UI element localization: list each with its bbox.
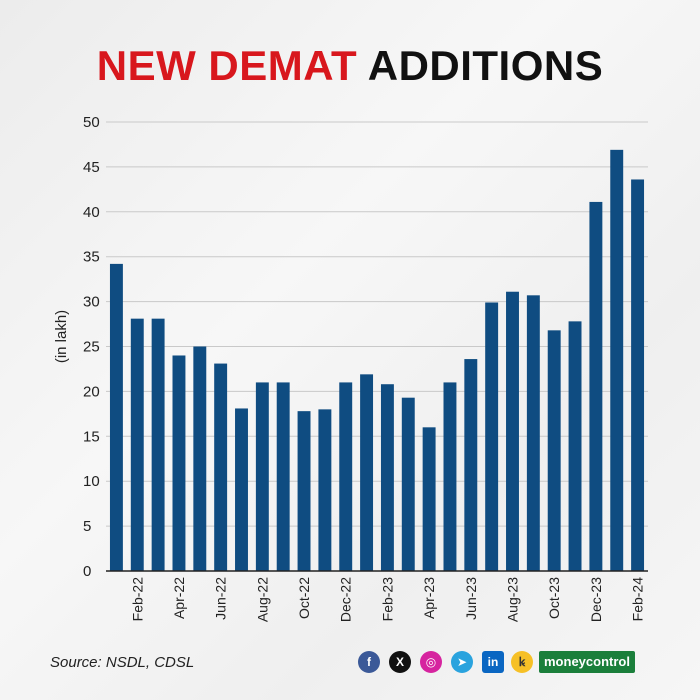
bar-jul-23	[485, 302, 499, 571]
bar-sep-23	[526, 295, 540, 571]
bar-nov-22	[318, 409, 332, 571]
x-tick-label: Oct-23	[546, 577, 562, 619]
bar-feb-23	[380, 384, 394, 571]
bar-sep-22	[276, 382, 290, 571]
y-tick-label: 40	[83, 204, 100, 221]
bar-dec-23	[589, 201, 603, 571]
x-tick-label: Apr-23	[421, 577, 437, 619]
y-tick-label: 15	[83, 428, 100, 445]
bar-mar-23	[401, 397, 415, 571]
bar-jan-24	[610, 149, 624, 571]
bar-may-23	[443, 382, 457, 571]
y-tick-label: 45	[83, 159, 100, 176]
x-tick-label: Aug-23	[505, 577, 521, 622]
bar-may-22	[193, 346, 207, 571]
source-note: Source: NSDL, CDSL	[50, 654, 195, 671]
bar-oct-22	[297, 411, 311, 571]
x-tick-label: Feb-22	[129, 577, 145, 622]
x-tick-label: Apr-22	[171, 577, 187, 619]
bar-feb-24	[631, 179, 645, 572]
x-tick-label: Feb-23	[379, 577, 395, 622]
chart-title-black: ADDITIONS	[367, 42, 604, 89]
y-tick-label: 10	[83, 473, 100, 490]
bar-nov-23	[568, 321, 582, 571]
instagram-icon[interactable]: ◎	[420, 651, 442, 673]
chart-title: NEW DEMAT ADDITIONS	[0, 42, 700, 90]
y-axis-label: (in lakh)	[53, 310, 70, 363]
bar-aug-22	[255, 382, 269, 571]
bar-jan-23	[360, 374, 374, 571]
x-icon[interactable]: X	[389, 651, 411, 673]
y-tick-label: 5	[83, 518, 91, 535]
x-tick-label: Jun-22	[213, 577, 229, 620]
y-tick-label: 0	[83, 563, 91, 580]
y-tick-label: 35	[83, 249, 100, 266]
bar-dec-22	[339, 382, 353, 571]
y-tick-label: 25	[83, 339, 100, 356]
chart-title-red: NEW DEMAT	[96, 42, 358, 89]
bar-jun-22	[214, 363, 228, 571]
moneycontrol-logo[interactable]: moneycontrol	[539, 651, 635, 673]
x-tick-label: Dec-22	[338, 577, 354, 622]
x-tick-label: Feb-24	[630, 577, 646, 622]
x-tick-label: Jun-23	[463, 577, 479, 620]
koo-icon[interactable]: ꝃ	[511, 651, 533, 673]
x-tick-label: Oct-22	[296, 577, 312, 619]
bar-jan-22	[109, 263, 123, 571]
bar-jun-23	[464, 359, 478, 571]
telegram-icon[interactable]: ➤	[451, 651, 473, 673]
y-tick-label: 50	[83, 114, 100, 131]
facebook-icon[interactable]: f	[358, 651, 380, 673]
bar-feb-22	[130, 318, 144, 571]
linkedin-icon[interactable]: in	[482, 651, 504, 673]
bar-jul-22	[235, 408, 248, 571]
y-tick-label: 20	[83, 383, 100, 400]
bar-aug-23	[506, 291, 519, 571]
x-tick-label: Dec-23	[588, 577, 604, 622]
x-tick-label: Aug-22	[254, 577, 270, 622]
bar-oct-23	[547, 330, 561, 571]
y-tick-label: 30	[83, 294, 100, 311]
bar-mar-22	[151, 318, 165, 571]
bar-apr-23	[422, 427, 436, 571]
bar-apr-22	[172, 355, 186, 571]
